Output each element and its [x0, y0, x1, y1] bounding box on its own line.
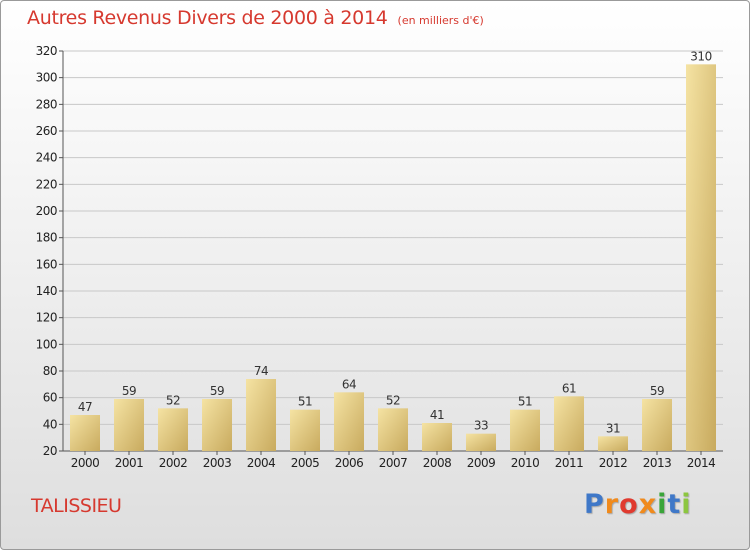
data-label: 33 — [474, 419, 488, 433]
data-label: 59 — [650, 384, 664, 398]
y-tick-label: 80 — [43, 364, 57, 378]
bar-2013 — [642, 399, 672, 451]
x-tick-label: 2012 — [599, 456, 628, 470]
y-tick-label: 180 — [36, 231, 57, 245]
x-tick-label: 2001 — [115, 456, 144, 470]
x-tick-label: 2010 — [511, 456, 540, 470]
data-labels: 47 59 52 59 74 51 64 52 41 33 51 61 31 59 310 — [78, 49, 712, 435]
x-tick-label: 2000 — [71, 456, 100, 470]
bar-2009 — [466, 433, 496, 451]
bar-2005 — [290, 409, 320, 451]
bar-2011 — [554, 396, 584, 451]
location-label: TALISSIEU — [31, 495, 122, 517]
y-tick-label: 20 — [43, 444, 57, 458]
x-tick-label: 2013 — [643, 456, 672, 470]
y-tick-label: 260 — [36, 124, 57, 138]
y-tick-label: 140 — [36, 284, 57, 298]
bar-2008 — [422, 423, 452, 451]
logo-letter: i — [657, 489, 668, 520]
y-tick-label: 120 — [36, 311, 57, 325]
y-tick-label: 280 — [36, 97, 57, 111]
y-tick-label: 300 — [36, 71, 57, 85]
logo-letter: x — [638, 489, 658, 520]
x-tick-label: 2003 — [203, 456, 232, 470]
logo-letter: t — [667, 489, 682, 520]
bar-2001 — [114, 399, 144, 451]
data-label: 51 — [298, 395, 312, 409]
x-tick-label: 2008 — [423, 456, 452, 470]
logo-letter: o — [619, 489, 639, 520]
logo-letter: r — [604, 489, 620, 520]
logo-letter: i — [681, 489, 692, 520]
data-label: 59 — [210, 384, 224, 398]
x-tick-label: 2002 — [159, 456, 188, 470]
bar-2010 — [510, 409, 540, 451]
y-tick-label: 200 — [36, 204, 57, 218]
grid-lines — [63, 50, 723, 452]
data-label: 64 — [342, 377, 356, 391]
data-label: 59 — [122, 384, 136, 398]
x-tick-label: 2014 — [687, 456, 716, 470]
axes: 20 40 60 80 100 120 140 160 180 200 220 240 260 280 30… — [36, 44, 723, 470]
x-tick-label: 2007 — [379, 456, 408, 470]
bars — [70, 64, 716, 452]
x-tick-label: 2009 — [467, 456, 496, 470]
bar-2004 — [246, 379, 276, 451]
bar-2006 — [334, 392, 364, 451]
logo-letter: P — [584, 489, 605, 520]
y-tick-label: 100 — [36, 337, 57, 351]
data-label: 51 — [518, 395, 532, 409]
chart-subtitle: (en milliers d'€) — [397, 14, 484, 27]
chart-title: Autres Revenus Divers de 2000 à 2014 — [27, 7, 388, 29]
bar-2003 — [202, 399, 232, 451]
data-label: 61 — [562, 381, 576, 395]
y-tick-label: 60 — [43, 391, 57, 405]
x-tick-label: 2006 — [335, 456, 364, 470]
data-label: 52 — [386, 393, 400, 407]
y-tick-label: 220 — [36, 177, 57, 191]
y-tick-label: 160 — [36, 257, 57, 271]
proxiti-logo[interactable]: Proxiti — [584, 489, 692, 520]
x-tick-label: 2004 — [247, 456, 276, 470]
bar-2012 — [598, 436, 628, 451]
y-tick-label: 320 — [36, 44, 57, 58]
data-label: 31 — [606, 421, 620, 435]
data-label: 74 — [254, 364, 268, 378]
bar-2000 — [70, 415, 100, 451]
data-label: 310 — [690, 49, 711, 63]
y-tick-label: 40 — [43, 417, 57, 431]
y-tick-label: 240 — [36, 151, 57, 165]
chart-title-row: Autres Revenus Divers de 2000 à 2014 (en… — [27, 7, 484, 29]
data-label: 47 — [78, 400, 92, 414]
x-tick-label: 2011 — [555, 456, 584, 470]
bar-2014 — [686, 64, 716, 452]
bar-2002 — [158, 408, 188, 451]
data-label: 41 — [430, 408, 444, 422]
data-label: 52 — [166, 393, 180, 407]
x-tick-label: 2005 — [291, 456, 320, 470]
bar-2007 — [378, 408, 408, 451]
